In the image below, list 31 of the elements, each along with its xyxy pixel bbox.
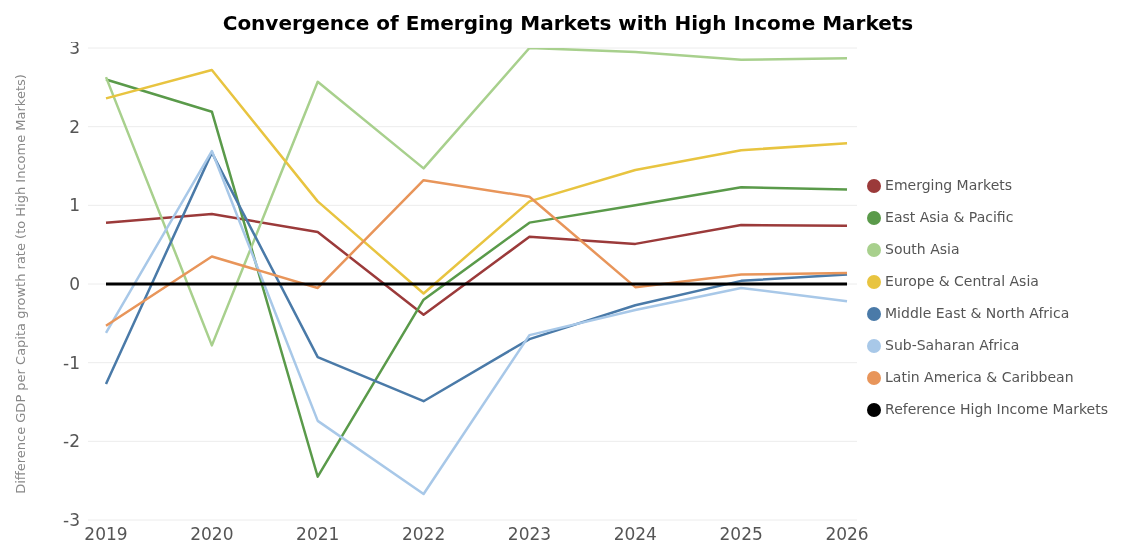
y-axis-title: Difference GDP per Capita growth rate (to High Income Markets) xyxy=(12,74,28,494)
legend-label: South Asia xyxy=(885,241,960,257)
legend-label: Latin America & Caribbean xyxy=(885,369,1074,385)
x-tick-label: 2025 xyxy=(719,524,763,545)
line-series xyxy=(104,151,849,403)
y-tick-label: 3 xyxy=(69,38,80,59)
y-tick-label: 0 xyxy=(69,274,80,295)
legend-label: East Asia & Pacific xyxy=(885,209,1014,225)
y-tick-label: 2 xyxy=(69,116,80,137)
legend-label: Middle East & North Africa xyxy=(885,305,1070,321)
legend-label: Sub-Saharan Africa xyxy=(885,337,1020,353)
line-series xyxy=(104,48,849,347)
chart-title: Convergence of Emerging Markets with High Income Markets xyxy=(222,11,914,35)
x-tick-label: 2024 xyxy=(613,524,657,545)
x-tick-label: 2021 xyxy=(296,524,340,545)
x-tick-label: 2022 xyxy=(401,524,446,545)
x-tick-label: 2026 xyxy=(825,524,869,545)
line-series xyxy=(104,149,849,496)
y-tick-label: -3 xyxy=(63,510,80,531)
line-series xyxy=(104,212,849,316)
legend-label: Reference High Income Markets xyxy=(885,401,1108,417)
legend-label: Europe & Central Asia xyxy=(885,273,1039,289)
y-tick-label: 1 xyxy=(69,195,80,216)
x-tick-label: 2023 xyxy=(507,524,552,545)
x-tick-label: 2020 xyxy=(190,524,234,545)
line-series xyxy=(104,68,849,295)
y-tick-label: -2 xyxy=(63,431,80,452)
x-tick-label: 2019 xyxy=(84,524,128,545)
y-tick-label: -1 xyxy=(63,352,80,373)
legend-label: Emerging Markets xyxy=(885,177,1013,193)
line-series xyxy=(104,178,849,327)
